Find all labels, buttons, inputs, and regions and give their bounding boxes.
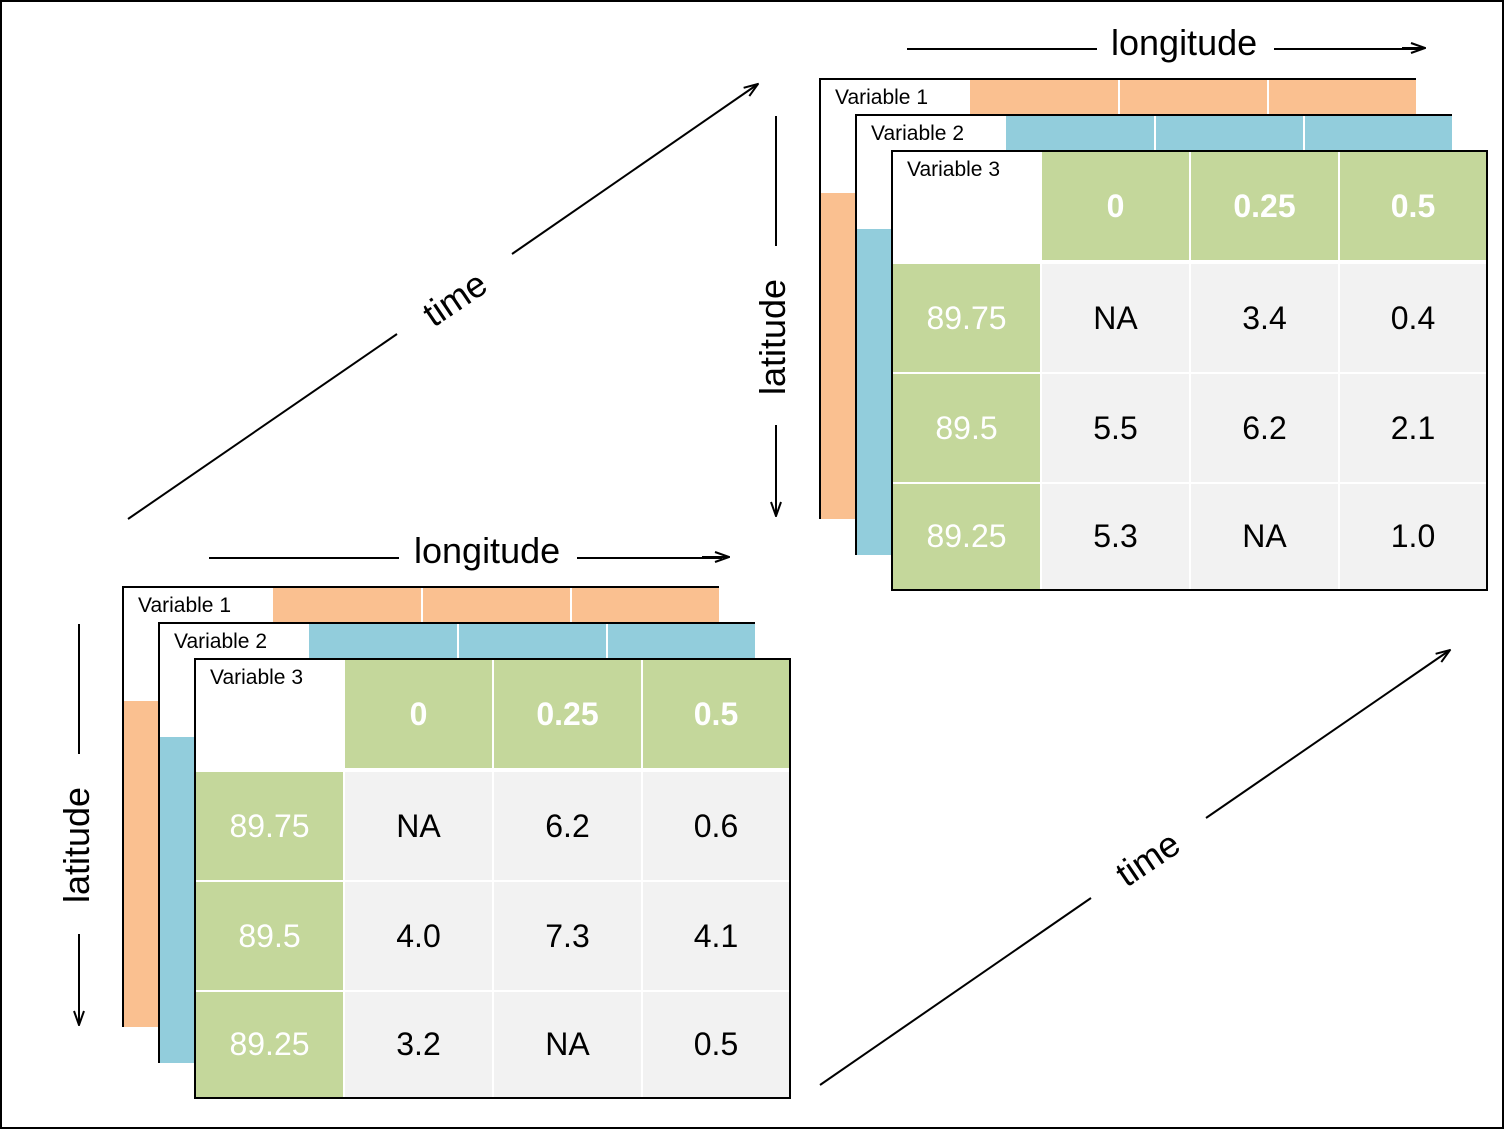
data-cell: 3.2 — [345, 992, 492, 1097]
variable-2-header-band — [1006, 116, 1452, 151]
row-header: 89.75 — [893, 264, 1040, 372]
variable-2-row-band — [160, 737, 196, 1063]
variable-1-header-band — [970, 80, 1416, 115]
data-cell: 6.2 — [1191, 374, 1338, 482]
data-cell: NA — [494, 992, 641, 1097]
variable-3-panel: Variable 3 0 0.25 0.5 89.75 89.5 89.25 N… — [891, 150, 1488, 591]
data-cell: 4.0 — [345, 882, 492, 990]
row-header: 89.25 — [893, 484, 1040, 589]
row-header: 89.5 — [196, 882, 343, 990]
variable-2-divider — [457, 624, 459, 659]
data-cell: NA — [345, 772, 492, 880]
data-cell: 0.4 — [1340, 264, 1486, 372]
variable-1-label: Variable 1 — [835, 86, 929, 109]
data-cell: 0.5 — [643, 992, 789, 1097]
variable-1-divider — [1118, 80, 1120, 115]
column-header: 0.5 — [643, 660, 789, 768]
column-header: 0.25 — [494, 660, 641, 768]
variable-1-label: Variable 1 — [138, 594, 232, 617]
row-header: 89.25 — [196, 992, 343, 1097]
column-header: 0.5 — [1340, 152, 1486, 260]
row-header: 89.5 — [893, 374, 1040, 482]
column-header: 0.25 — [1191, 152, 1338, 260]
time-arrow-upper — [511, 84, 758, 255]
column-header: 0 — [1042, 152, 1189, 260]
variable-2-divider — [606, 624, 608, 659]
longitude-axis-line-left — [209, 557, 399, 559]
data-cell: 4.1 — [643, 882, 789, 990]
row-header: 89.75 — [196, 772, 343, 880]
variable-2-row-band — [857, 229, 893, 555]
variable-3-panel: Variable 3 0 0.25 0.5 89.75 89.5 89.25 N… — [194, 658, 791, 1099]
data-cell: 0.6 — [643, 772, 789, 880]
variable-3-label: Variable 3 — [210, 666, 304, 689]
data-cell: 6.2 — [494, 772, 641, 880]
longitude-axis-line-left — [907, 48, 1097, 50]
data-cell: 5.3 — [1042, 484, 1189, 589]
data-cell: 5.5 — [1042, 374, 1189, 482]
longitude-axis-line-right — [1274, 48, 1419, 50]
data-cell: NA — [1191, 484, 1338, 589]
data-cell: NA — [1042, 264, 1189, 372]
longitude-axis-label: longitude — [1111, 22, 1258, 63]
longitude-axis-line-right — [577, 557, 722, 559]
time-arrow-lower — [819, 897, 1092, 1086]
data-cell: 3.4 — [1191, 264, 1338, 372]
variable-2-header-band — [309, 624, 755, 659]
variable-1-divider — [1267, 80, 1269, 115]
data-cell: 1.0 — [1340, 484, 1486, 589]
variable-2-divider — [1303, 116, 1305, 151]
variable-3-label: Variable 3 — [907, 158, 1001, 181]
variable-1-divider — [570, 588, 572, 623]
variable-2-label: Variable 2 — [174, 630, 268, 653]
longitude-axis-label: longitude — [414, 530, 561, 571]
data-cell: 7.3 — [494, 882, 641, 990]
time-arrow-lower — [127, 333, 398, 520]
column-header: 0 — [345, 660, 492, 768]
time-arrow-upper — [1205, 650, 1450, 819]
variable-1-row-band — [124, 701, 160, 1027]
variable-1-header-band — [273, 588, 719, 623]
data-cell: 2.1 — [1340, 374, 1486, 482]
variable-2-label: Variable 2 — [871, 122, 965, 145]
variable-1-row-band — [821, 193, 857, 519]
variable-1-divider — [421, 588, 423, 623]
variable-2-divider — [1154, 116, 1156, 151]
